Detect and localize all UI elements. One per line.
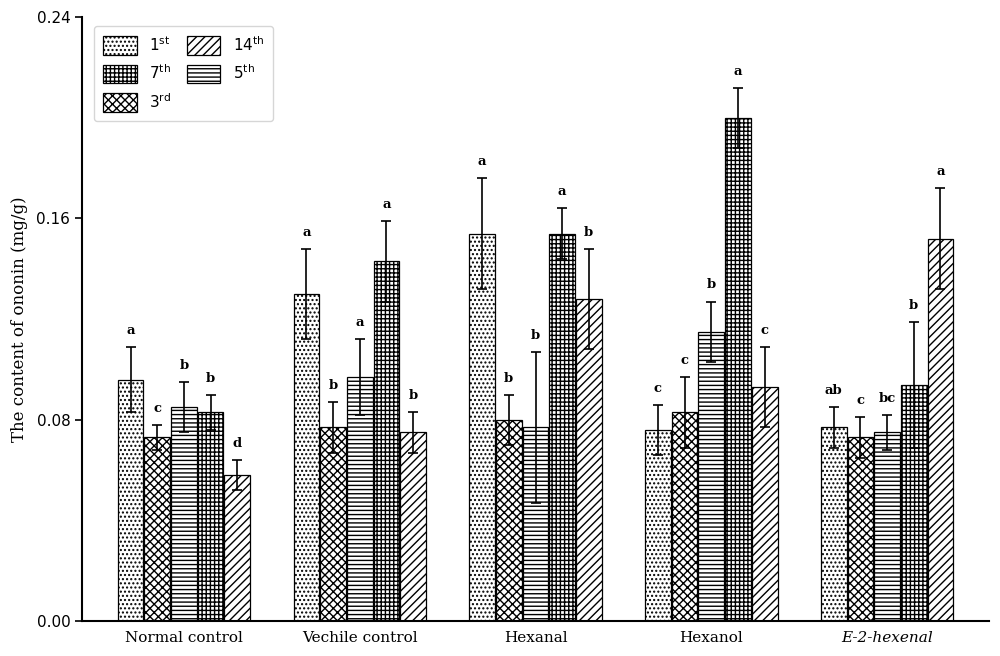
Y-axis label: The content of ononin (mg/g): The content of ononin (mg/g) — [11, 196, 28, 442]
Text: b: b — [179, 359, 188, 372]
Bar — [400, 432, 426, 621]
Text: b: b — [206, 371, 215, 384]
Bar — [294, 294, 319, 621]
Text: c: c — [153, 401, 161, 415]
Text: a: a — [936, 165, 945, 178]
Text: c: c — [856, 394, 864, 407]
Bar — [347, 377, 373, 621]
Text: a: a — [355, 316, 364, 329]
Bar — [523, 427, 548, 621]
Bar — [698, 332, 724, 621]
Bar — [224, 475, 250, 621]
Bar — [848, 438, 873, 621]
Text: b: b — [584, 226, 593, 239]
Text: ab: ab — [825, 384, 843, 397]
Text: d: d — [233, 437, 242, 450]
Text: a: a — [302, 226, 311, 239]
Text: a: a — [558, 186, 566, 198]
Bar — [469, 234, 495, 621]
Bar — [752, 387, 778, 621]
Text: a: a — [734, 64, 742, 77]
Bar — [496, 420, 522, 621]
Bar — [874, 432, 900, 621]
Text: a: a — [382, 198, 391, 211]
Text: b: b — [408, 389, 418, 402]
Bar — [171, 407, 197, 621]
Bar — [374, 261, 399, 621]
Bar — [901, 384, 927, 621]
Bar — [821, 427, 847, 621]
Bar — [672, 412, 697, 621]
Text: b: b — [531, 329, 540, 342]
Text: b: b — [328, 379, 338, 392]
Text: a: a — [126, 324, 135, 337]
Text: bc: bc — [879, 392, 896, 405]
Bar — [725, 118, 751, 621]
Bar — [549, 234, 575, 621]
Text: c: c — [761, 324, 769, 337]
Bar — [928, 239, 953, 621]
Bar — [198, 412, 223, 621]
Text: c: c — [681, 354, 689, 367]
Text: b: b — [504, 371, 513, 384]
Legend: $1^{\mathrm{st}}$, $7^{\mathrm{th}}$, $3^{\mathrm{rd}}$, $14^{\mathrm{th}}$, $5^: $1^{\mathrm{st}}$, $7^{\mathrm{th}}$, $3… — [94, 26, 273, 121]
Bar — [118, 380, 143, 621]
Bar — [645, 430, 671, 621]
Text: b: b — [909, 298, 918, 312]
Text: c: c — [654, 382, 662, 395]
Text: b: b — [707, 278, 716, 291]
Bar — [576, 299, 602, 621]
Bar — [144, 438, 170, 621]
Bar — [320, 427, 346, 621]
Text: a: a — [478, 155, 486, 168]
